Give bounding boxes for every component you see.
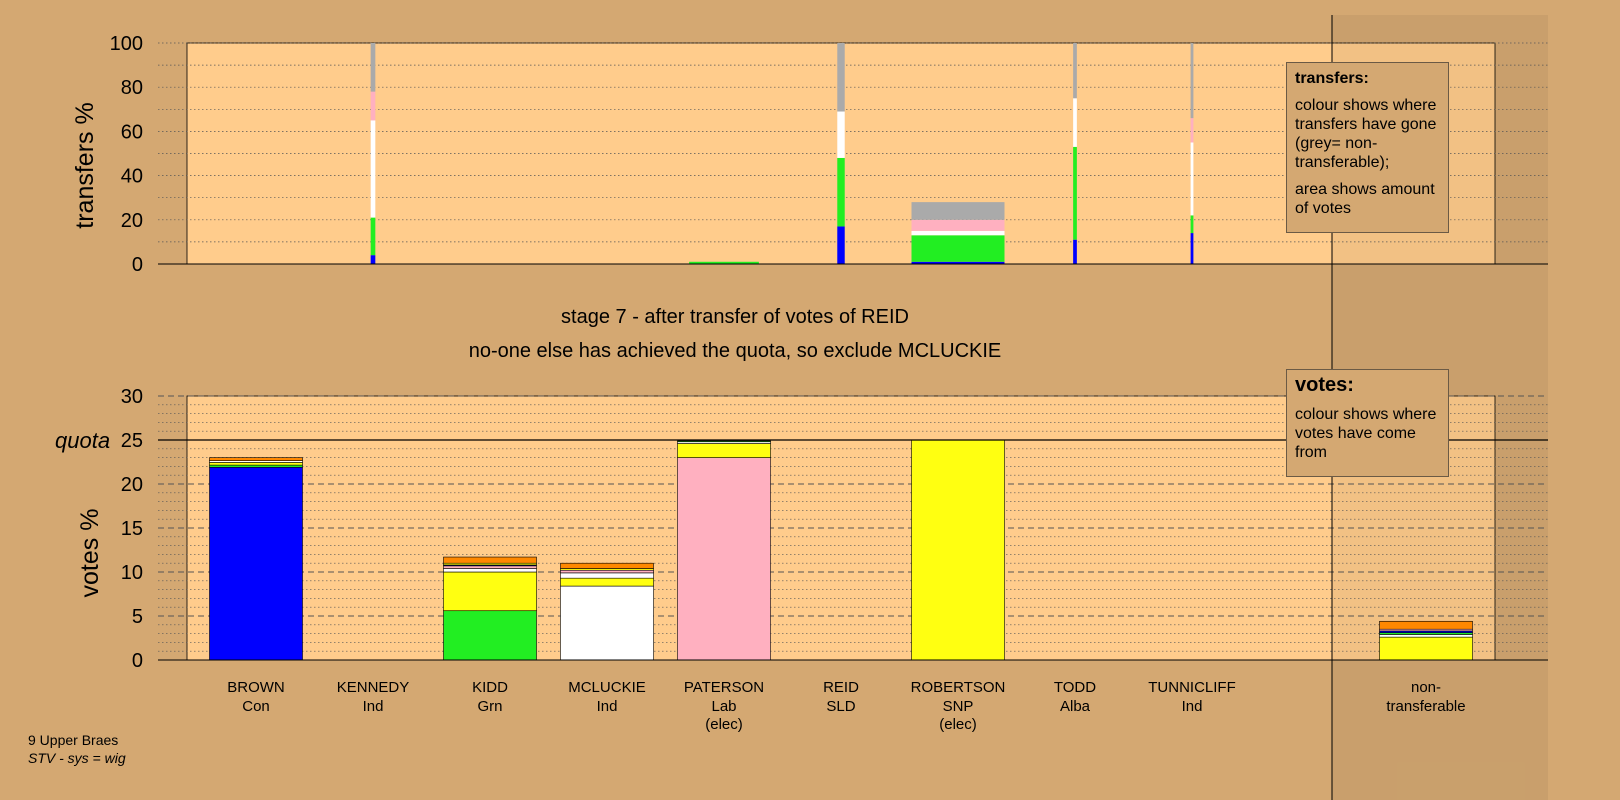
category-label-todd: TODD [1054,679,1096,696]
transfer-segment-todd-ind [1073,98,1077,147]
chart-subtitle: no-one else has achieved the quota, so e… [469,340,1002,362]
transfer-segment-tunnicliff-lab [1190,118,1194,143]
votes-tick-label: 25 [121,430,143,452]
category-label-reid: REID [823,679,859,696]
category-label-tunnicliff: TUNNICLIFF [1148,679,1236,696]
votes-legend-title: votes: [1295,374,1354,396]
transfers-legend-text2: area shows amount of votes [1295,181,1435,217]
votes-tick-label: 15 [121,518,143,540]
transfer-segment-tunnicliff-ind [1190,142,1194,216]
transfer-segment-todd-con [1073,239,1077,264]
transfer-segment-robertson-con [911,261,1005,264]
category-note-paterson: (elec) [705,716,743,733]
vote-segment-robertson-snp [911,439,1005,661]
vote-segment-mcluckie-snp [560,577,654,587]
transfers-tick-label: 0 [132,254,143,276]
vote-segment-kidd-alba [443,556,537,564]
category-party-tunnicliff: Ind [1182,698,1203,715]
votes-y-label: votes % [76,509,104,598]
transfer-segment-todd-nontransferable [1073,43,1077,99]
vote-segment-brown-grn [209,464,303,468]
category-party-mcluckie: Ind [597,698,618,715]
transfer-segment-reid-nontransferable [837,43,845,112]
transfer-segment-robertson-grn [911,235,1005,262]
vote-segment-kidd-lab [443,565,537,569]
transfers-legend-text1: colour shows where transfers have gone (… [1295,97,1437,171]
category-party-paterson: Lab [711,698,736,715]
category-label-robertson: ROBERTSON [911,679,1006,696]
vote-segment-brown-alba [209,457,303,461]
vote-segment-mcluckie-lab [560,569,654,574]
transfer-segment-kennedy-lab [370,91,376,121]
vote-segment-kidd-ind [443,568,537,573]
footer-system: STV - sys = wig [28,750,126,766]
vote-segment-paterson-grn [677,440,771,443]
transfers-tick-label: 40 [121,166,143,188]
votes-tick-label: 10 [121,562,143,584]
transfer-segment-tunnicliff-nontransferable [1190,43,1194,119]
transfers-tick-label: 60 [121,121,143,143]
vote-segment-mcluckie-ind [560,585,654,661]
vote-segment-brown-snp [209,462,303,466]
votes-legend: votes: colour shows where votes have com… [1286,369,1449,477]
votes-tick-label: 0 [132,650,143,672]
transfer-segment-robertson-nontransferable [911,202,1005,220]
transfer-segment-reid-con [837,226,845,264]
transfer-segment-tunnicliff-con [1190,233,1194,264]
votes-tick-label: 20 [121,474,143,496]
vote-segment-non-snp [1379,636,1473,661]
category-party-brown: Con [242,698,270,715]
transfer-segment-tunnicliff-grn [1190,215,1194,234]
votes-tick-label: 30 [121,386,143,408]
transfer-segment-kennedy-nontransferable [370,43,376,92]
vote-segment-mcluckie-alba [560,562,654,569]
category-label-kidd: KIDD [472,679,508,696]
vote-segment-paterson-snp [677,443,771,458]
quota-label: quota [55,428,110,453]
category-label-paterson: PATERSON [684,679,764,696]
transfers-tick-label: 20 [121,210,143,232]
transfers-tick-label: 100 [110,33,143,55]
category-label-non: non- [1411,679,1441,696]
transfers-y-label: transfers % [71,102,99,228]
category-party-kidd: Grn [477,698,502,715]
category-party-non: transferable [1386,698,1465,715]
category-label-mcluckie: MCLUCKIE [568,679,646,696]
votes-tick-label: 5 [132,606,143,628]
category-party-robertson: SNP [943,698,974,715]
category-party-reid: SLD [826,698,855,715]
chart-title: stage 7 - after transfer of votes of REI… [561,306,909,328]
category-party-todd: Alba [1060,698,1091,715]
vote-segment-kidd-snp [443,571,537,612]
transfers-legend-title: transfers: [1295,70,1369,87]
category-note-robertson: (elec) [939,716,977,733]
vote-segment-non-ind [1379,634,1473,638]
votes-legend-text: colour shows where votes have come from [1295,406,1437,461]
vote-segment-paterson-lab [677,457,771,661]
transfer-segment-todd-grn [1073,146,1077,240]
vote-segment-kidd-grn [443,610,537,661]
transfer-segment-robertson-lab [911,219,1005,231]
vote-segment-non-alba [1379,620,1473,630]
transfer-segment-kennedy-ind [370,120,376,218]
footer-ward: 9 Upper Braes [28,732,119,748]
vote-segment-mcluckie-ind [560,572,654,579]
transfer-segment-reid-grn [837,157,845,227]
transfers-tick-label: 80 [121,77,143,99]
transfer-segment-kennedy-grn [370,217,376,256]
transfers-legend: transfers: colour shows where transfers … [1286,62,1449,233]
vote-segment-brown-con [209,466,303,661]
transfer-segment-robertson-ind [911,230,1005,236]
category-label-brown: BROWN [227,679,285,696]
transfer-segment-paterson-grn [689,261,759,264]
category-party-kennedy: Ind [363,698,384,715]
transfer-segment-reid-ind [837,111,845,158]
transfer-segment-kennedy-con [370,255,376,264]
category-label-kennedy: KENNEDY [337,679,410,696]
